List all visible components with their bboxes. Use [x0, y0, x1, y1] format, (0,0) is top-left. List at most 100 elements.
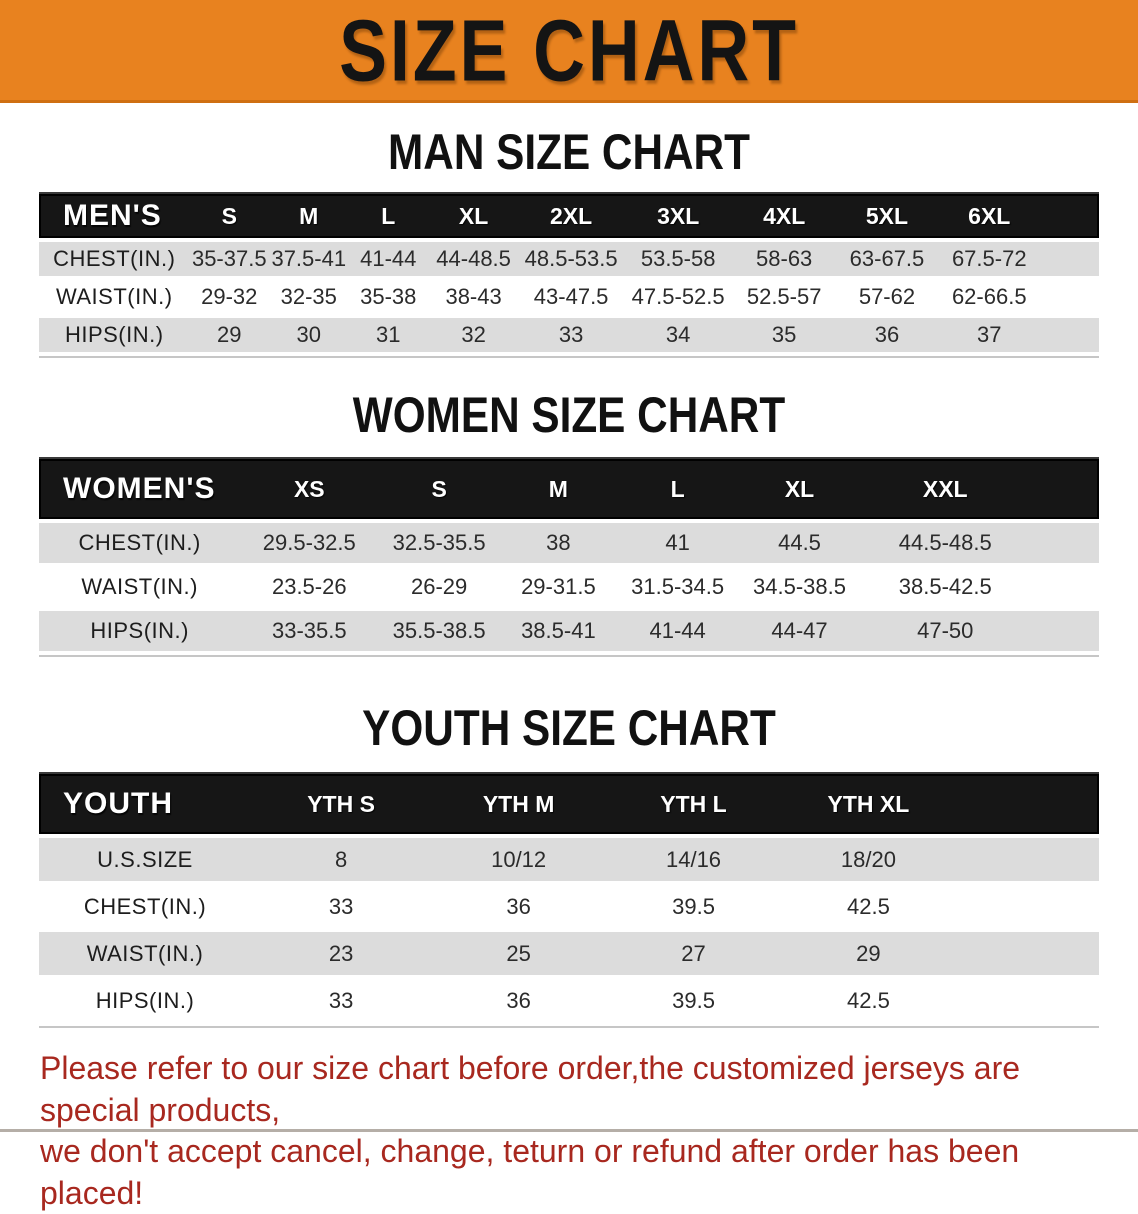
column-header: 5XL — [865, 202, 909, 229]
table-header-row: MEN'S S M L XL 2XL 3XL 4XL 5XL 6XL — [39, 194, 1099, 238]
column-header: XXL — [922, 475, 968, 502]
table-row: WAIST(IN.) 23 25 27 29 — [39, 928, 1099, 975]
data-cell: 8 — [334, 846, 348, 872]
data-cell: 29 — [217, 322, 242, 347]
data-cell: 62-66.5 — [951, 284, 1027, 309]
data-cell: 32-35 — [280, 284, 337, 309]
column-header: XS — [293, 475, 325, 502]
data-cell: 38 — [546, 530, 571, 555]
row-label: CHEST(IN.) — [78, 530, 201, 555]
column-header: 2XL — [550, 202, 593, 229]
data-cell: 31 — [376, 322, 401, 347]
table-corner-label: YOUTH — [63, 787, 173, 820]
data-cell: 32 — [461, 322, 486, 347]
table-header-row: YOUTH YTH S YTH M YTH L YTH XL — [39, 774, 1099, 834]
row-label: U.S.SIZE — [97, 846, 193, 872]
data-cell: 35-37.5 — [191, 246, 267, 271]
table-header-row: WOMEN'S XS S M L XL XXL — [39, 459, 1099, 519]
data-cell: 38.5-42.5 — [898, 574, 992, 599]
data-cell: 36 — [506, 893, 531, 919]
data-cell: 18/20 — [840, 846, 896, 872]
column-header: 3XL — [657, 202, 700, 229]
data-cell: 38.5-41 — [521, 618, 596, 643]
data-cell: 33 — [328, 987, 354, 1013]
data-cell: 29.5-32.5 — [262, 530, 356, 555]
data-cell: 35.5-38.5 — [392, 618, 486, 643]
spacer-cell — [1030, 587, 1099, 588]
banner: SIZE CHART — [0, 0, 1138, 103]
data-cell: 41 — [665, 530, 690, 555]
row-label: HIPS(IN.) — [95, 987, 195, 1013]
data-cell: 33-35.5 — [271, 618, 347, 643]
data-cell: 35-38 — [360, 284, 417, 309]
data-cell: 14/16 — [665, 846, 722, 872]
data-cell: 32.5-35.5 — [392, 530, 486, 555]
men-size-table: MEN'S S M L XL 2XL 3XL 4XL 5XL 6XL CHEST(IN.) 35-37… — [39, 192, 1099, 358]
youth-size-table: YOUTH YTH S YTH M YTH L YTH XL U.S.SIZE 8 10/12… — [39, 772, 1099, 1028]
spacer-cell — [1040, 216, 1099, 217]
data-cell: 39.5 — [672, 893, 715, 919]
table-row: CHEST(IN.) 33 36 39.5 42.5 — [39, 881, 1099, 928]
row-label: HIPS(IN.) — [64, 322, 164, 347]
table-row: CHEST(IN.) 35-37.5 37.5-41 41-44 44-48.5 48.5… — [39, 238, 1099, 276]
spacer-cell — [956, 859, 1099, 860]
data-cell: 44-47 — [771, 618, 828, 643]
data-cell: 33 — [558, 322, 584, 347]
data-cell: 30 — [296, 322, 321, 347]
data-cell: 37.5-41 — [271, 246, 347, 271]
data-cell: 23 — [328, 940, 354, 966]
row-label: WAIST(IN.) — [55, 284, 173, 309]
column-header: YTH S — [307, 790, 375, 817]
table-row: WAIST(IN.) 23.5-26 26-29 29-31.5 31.5-34.5 34… — [39, 563, 1099, 607]
data-cell: 10/12 — [491, 846, 547, 872]
column-header: YTH L — [660, 790, 727, 817]
data-cell: 57-62 — [858, 284, 916, 309]
data-cell: 44-48.5 — [436, 246, 511, 271]
spacer-cell — [1040, 335, 1099, 336]
column-header: S — [431, 475, 447, 502]
data-cell: 36 — [506, 987, 531, 1013]
data-cell: 26-29 — [410, 574, 468, 599]
column-header: YTH XL — [827, 790, 910, 817]
data-cell: 44.5-48.5 — [898, 530, 992, 555]
data-cell: 48.5-53.5 — [524, 246, 618, 271]
column-header: M — [548, 475, 568, 502]
table-corner-label: WOMEN'S — [63, 472, 216, 505]
column-header: L — [381, 202, 396, 229]
column-header: L — [670, 475, 685, 502]
spacer-cell — [956, 804, 1099, 805]
main-title: SIZE CHART — [339, 1, 799, 99]
data-cell: 29 — [856, 940, 881, 966]
data-cell: 52.5-57 — [746, 284, 822, 309]
spacer-cell — [956, 906, 1099, 907]
disclaimer-line-2: we don't accept cancel, change, teturn o… — [40, 1133, 1020, 1211]
data-cell: 37 — [977, 322, 1002, 347]
spacer-cell — [1040, 259, 1099, 260]
row-label: HIPS(IN.) — [90, 618, 189, 643]
men-section-heading: MAN SIZE CHART — [388, 122, 750, 181]
women-section-heading: WOMEN SIZE CHART — [352, 385, 786, 444]
data-cell: 23.5-26 — [271, 574, 347, 599]
data-cell: 42.5 — [847, 893, 890, 919]
data-cell: 34 — [665, 322, 691, 347]
data-cell: 58-63 — [756, 246, 813, 271]
data-cell: 63-67.5 — [849, 246, 925, 271]
section-women: WOMEN SIZE CHART WOMEN'S XS S M L XL XXL CHEST(… — [0, 385, 1138, 657]
row-label: CHEST(IN.) — [53, 246, 176, 271]
data-cell: 38-43 — [445, 284, 502, 309]
data-cell: 53.5-58 — [640, 246, 716, 271]
data-cell: 29-31.5 — [521, 574, 596, 599]
data-cell: 33 — [328, 893, 354, 919]
table-row: U.S.SIZE 8 10/12 14/16 18/20 — [39, 834, 1099, 881]
section-men: MAN SIZE CHART MEN'S S M L XL 2XL 3XL 4XL 5XL 6XL… — [0, 122, 1138, 358]
data-cell: 44.5 — [778, 530, 821, 555]
column-header: 4XL — [763, 202, 806, 229]
section-youth: YOUTH SIZE CHART YOUTH YTH S YTH M YTH L YTH… — [0, 699, 1138, 1028]
row-label: WAIST(IN.) — [86, 940, 204, 966]
table-row: CHEST(IN.) 29.5-32.5 32.5-35.5 38 41 44.5 44.5… — [39, 519, 1099, 563]
spacer-cell — [1030, 543, 1099, 544]
data-cell: 47-50 — [917, 618, 974, 643]
data-cell: 36 — [874, 322, 900, 347]
row-label: CHEST(IN.) — [83, 893, 207, 919]
